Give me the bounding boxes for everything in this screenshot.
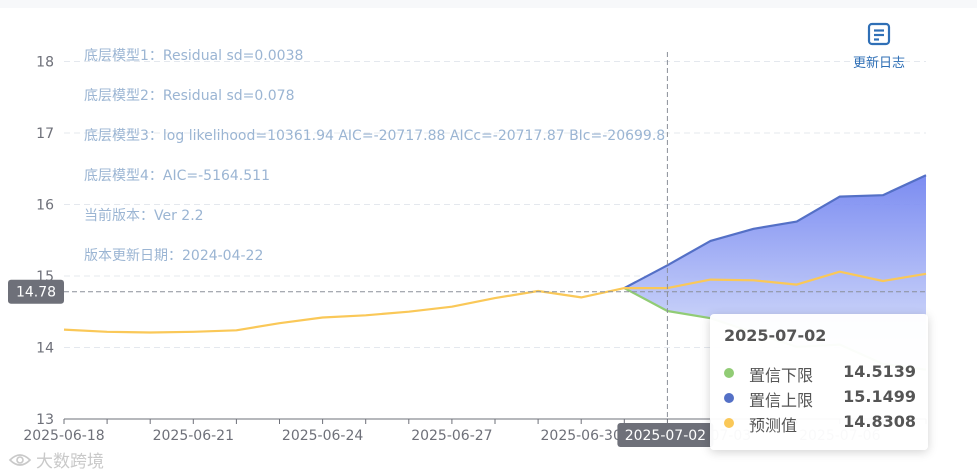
tooltip-series-name: 置信下限 [749,366,814,385]
tooltip-date: 2025-07-02 [724,326,827,345]
tooltip-series-value: 14.5139 [843,362,916,381]
y-tick-label: 13 [36,412,54,428]
crosshair: 14.78 2025-07-02 [8,52,926,447]
update-log-label: 更新日志 [852,56,905,71]
x-tick-label: 2025-06-21 [153,428,234,444]
tooltip-row-forecast: 预测值 14.8308 [724,412,916,435]
model-annotation-1: 底层模型1：Residual sd=0.0038 [84,48,304,64]
watermark: 大数跨境 [8,447,104,472]
x-tick-label: 2025-06-18 [23,428,104,444]
update-date-annotation: 版本更新日期：2024-04-22 [84,248,264,264]
legend-dot-upper [724,393,734,403]
watermark-text: 大数跨境 [36,452,104,472]
chart-tooltip: 2025-07-02 置信下限 14.5139 置信上限 15.1499 预测值… [710,314,928,450]
tooltip-series-name: 置信上限 [749,391,814,410]
model-annotation-2: 底层模型2：Residual sd=0.078 [84,88,295,104]
crosshair-y-label: 14.78 [16,285,56,301]
x-tick-label: 2025-06-24 [282,428,363,444]
legend-dot-forecast [724,418,734,428]
y-tick-label: 18 [36,54,54,70]
tooltip-series-value: 14.8308 [843,412,916,431]
tooltip-row-upper: 置信上限 15.1499 [724,387,916,410]
series-line [63,270,927,334]
series-line [623,174,927,290]
crosshair-x-label-box [617,423,714,447]
model-annotation-4: 底层模型4：AIC=-5164.511 [84,168,270,184]
eye-logo-icon [8,453,32,466]
y-tick-label: 17 [36,126,54,142]
document-icon [867,22,891,46]
y-tick-label: 14 [36,340,54,356]
tooltip-series-value: 15.1499 [843,387,916,406]
grid-lines [64,60,926,348]
x-tick-label: 2025-06-30 [541,428,622,444]
crosshair-x-label: 2025-07-02 [625,428,706,444]
x-tick-label: 2025-06-27 [411,428,492,444]
crosshair-y-label-box [8,279,64,304]
model-annotation-3: 底层模型3：log likelihood=10361.94 AIC=-20717… [84,128,666,144]
legend-dot-lower [724,368,734,378]
version-annotation: 当前版本：Ver 2.2 [84,208,204,224]
y-tick-label: 16 [36,197,54,213]
tooltip-series-name: 预测值 [749,416,798,435]
update-log-button[interactable]: 更新日志 [846,22,912,71]
tooltip-row-lower: 置信下限 14.5139 [724,362,916,385]
